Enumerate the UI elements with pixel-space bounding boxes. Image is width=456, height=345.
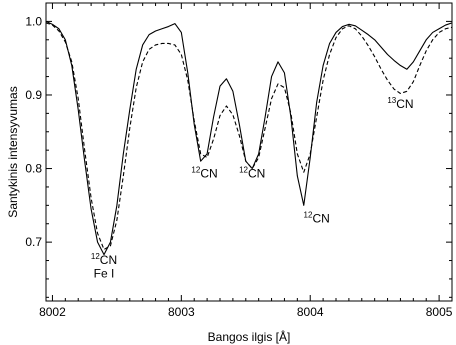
line-label: 12CN — [91, 252, 117, 267]
y-axis-label: Santykinis intensyvumas — [6, 86, 20, 217]
axis-tick-labels: 8002 8003 8004 8005 0.7 0.8 0.9 1.0 — [25, 14, 452, 319]
x-tick-label: 8005 — [426, 305, 453, 319]
line-label: 13CN — [387, 96, 413, 111]
line-label: 12CN — [191, 165, 217, 180]
line-label: Fe I — [94, 266, 115, 280]
x-tick-label: 8003 — [168, 305, 195, 319]
plot-frame — [45, 2, 453, 302]
y-tick-label: 0.7 — [25, 235, 42, 249]
x-tick-label: 8004 — [297, 305, 324, 319]
axis-ticks — [46, 3, 453, 301]
y-tick-label: 0.8 — [25, 162, 42, 176]
observed-spectrum-line — [45, 20, 453, 256]
x-axis-label: Bangos ilgis [Å] — [208, 329, 291, 344]
line-label: 12CN — [239, 165, 265, 180]
synthetic-spectrum-line — [45, 22, 453, 251]
y-tick-label: 1.0 — [25, 14, 42, 28]
plot-lines — [45, 20, 453, 256]
line-label: 12CN — [304, 210, 330, 225]
x-tick-label: 8002 — [39, 305, 66, 319]
y-tick-label: 0.9 — [25, 88, 42, 102]
